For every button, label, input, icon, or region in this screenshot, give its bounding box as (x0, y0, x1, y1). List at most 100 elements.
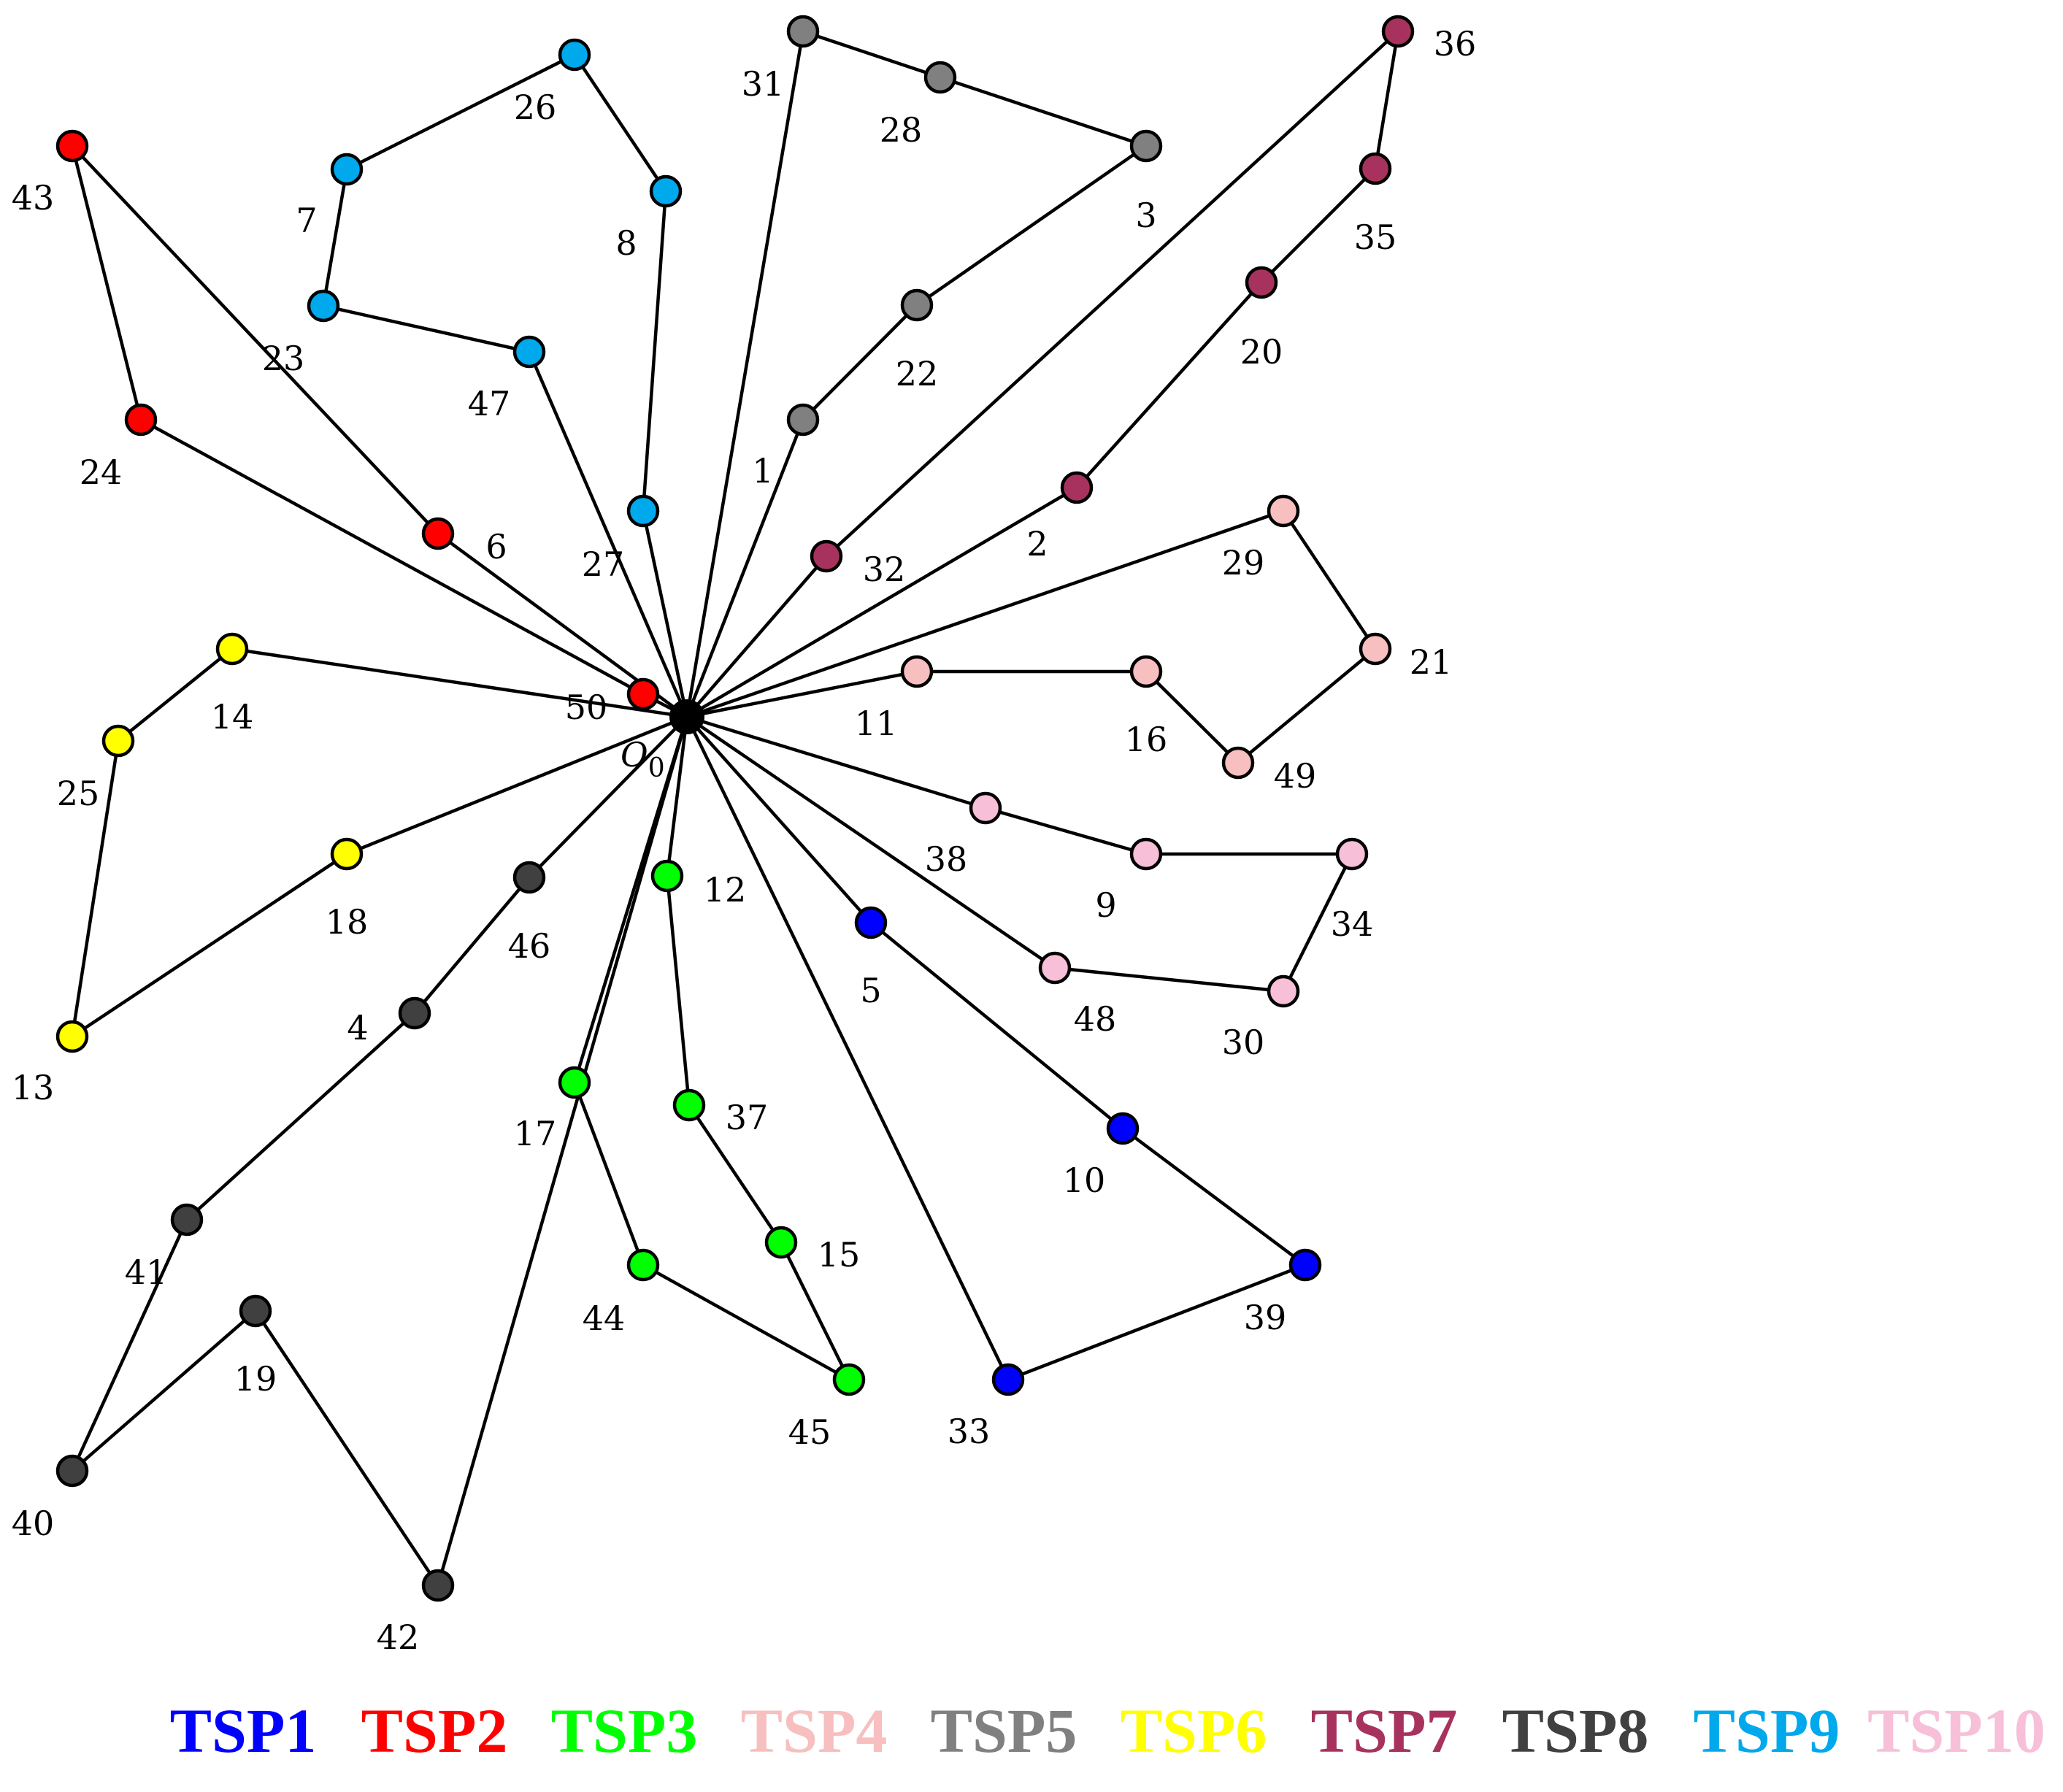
legend-item-tsp2: TSP2 (361, 1696, 508, 1766)
node-38 (969, 791, 1002, 825)
node-label-22: 22 (896, 354, 939, 393)
node-5 (854, 906, 888, 939)
node-40 (55, 1454, 89, 1488)
node-47 (512, 335, 546, 369)
node-7 (330, 153, 364, 186)
node-label-27: 27 (582, 545, 625, 584)
node-label-29: 29 (1222, 543, 1265, 582)
node-16 (1129, 655, 1163, 688)
node-20 (1245, 266, 1278, 299)
node-36 (1381, 15, 1415, 48)
node-label-7: 7 (296, 201, 317, 240)
node-24 (124, 403, 158, 437)
node-8 (649, 174, 683, 208)
node-label-13: 13 (12, 1068, 55, 1107)
node-4 (398, 996, 431, 1030)
legend-item-tsp6: TSP6 (1121, 1696, 1267, 1766)
node-label-41: 41 (125, 1253, 168, 1292)
node-30 (1267, 974, 1300, 1008)
node-label-9: 9 (1095, 885, 1116, 925)
depot-node (669, 699, 704, 734)
node-label-17: 17 (514, 1114, 557, 1153)
node-37 (672, 1088, 706, 1122)
node-label-28: 28 (880, 110, 923, 150)
node-label-6: 6 (485, 527, 507, 566)
node-22 (900, 288, 934, 322)
node-13 (55, 1020, 89, 1053)
node-39 (1288, 1248, 1322, 1282)
node-label-38: 38 (925, 839, 968, 879)
node-11 (900, 655, 934, 688)
node-25 (101, 724, 135, 758)
legend-item-tsp10: TSP10 (1867, 1696, 2045, 1766)
legend: TSP1 TSP2 TSP3 TSP4 TSP5 TSP6 TSP7 TSP8 TSP9 TSP1… (170, 1696, 2045, 1766)
node-41 (170, 1203, 204, 1237)
node-label-49: 49 (1274, 756, 1317, 796)
node-label-11: 11 (855, 704, 898, 743)
node-label-30: 30 (1222, 1023, 1265, 1062)
node-label-3: 3 (1135, 196, 1156, 235)
node-29 (1267, 494, 1300, 528)
node-46 (512, 861, 546, 894)
route-edge-tsp2 (69, 140, 688, 718)
node-42 (421, 1569, 455, 1602)
node-label-14: 14 (211, 697, 254, 737)
node-label-2: 2 (1026, 524, 1048, 564)
depot: O0 (621, 699, 704, 783)
node-label-25: 25 (57, 774, 100, 813)
node-label-47: 47 (468, 384, 511, 423)
node-label-16: 16 (1125, 720, 1168, 759)
node-label-1: 1 (752, 451, 773, 491)
node-label-36: 36 (1434, 24, 1477, 64)
node-15 (764, 1226, 798, 1259)
legend-item-tsp3: TSP3 (551, 1696, 698, 1766)
node-label-42: 42 (377, 1618, 420, 1657)
node-label-43: 43 (12, 178, 55, 218)
node-44 (626, 1248, 660, 1282)
node-label-23: 23 (262, 339, 305, 378)
node-31 (786, 15, 820, 48)
route-edge-tsp6 (69, 647, 688, 1040)
node-label-35: 35 (1354, 218, 1397, 257)
node-28 (923, 61, 957, 94)
node-49 (1221, 746, 1255, 780)
node-6 (421, 517, 455, 550)
node-label-21: 21 (1410, 642, 1453, 682)
node-17 (558, 1066, 591, 1099)
node-label-44: 44 (583, 1299, 626, 1338)
node-label-15: 15 (818, 1235, 861, 1274)
route-edge-tsp1 (685, 715, 1309, 1382)
node-label-20: 20 (1240, 332, 1283, 372)
node-label-45: 45 (788, 1412, 831, 1452)
node-9 (1129, 837, 1163, 871)
legend-item-tsp1: TSP1 (170, 1696, 317, 1766)
node-21 (1359, 632, 1392, 666)
node-32 (810, 539, 843, 573)
node-12 (650, 859, 684, 893)
node-3 (1129, 129, 1163, 163)
route-edge-tsp7 (685, 26, 1401, 718)
node-label-32: 32 (863, 550, 906, 589)
legend-item-tsp9: TSP9 (1694, 1696, 1840, 1766)
node-label-5: 5 (860, 971, 881, 1010)
node-2 (1060, 471, 1094, 504)
node-label-40: 40 (12, 1504, 55, 1543)
node-43 (55, 129, 89, 163)
legend-item-tsp7: TSP7 (1311, 1696, 1458, 1766)
node-34 (1335, 837, 1369, 871)
node-23 (307, 289, 340, 323)
node-18 (330, 837, 364, 871)
node-14 (215, 632, 249, 666)
route-edges (69, 26, 1401, 1590)
node-label-31: 31 (742, 64, 785, 104)
node-19 (239, 1294, 272, 1328)
node-label-19: 19 (234, 1359, 277, 1399)
node-26 (558, 38, 591, 72)
node-48 (1038, 951, 1072, 985)
node-label-33: 33 (948, 1412, 991, 1451)
legend-item-tsp4: TSP4 (741, 1696, 888, 1766)
node-27 (626, 494, 660, 528)
node-10 (1106, 1112, 1140, 1145)
node-label-12: 12 (704, 870, 747, 910)
node-label-50: 50 (565, 688, 608, 727)
